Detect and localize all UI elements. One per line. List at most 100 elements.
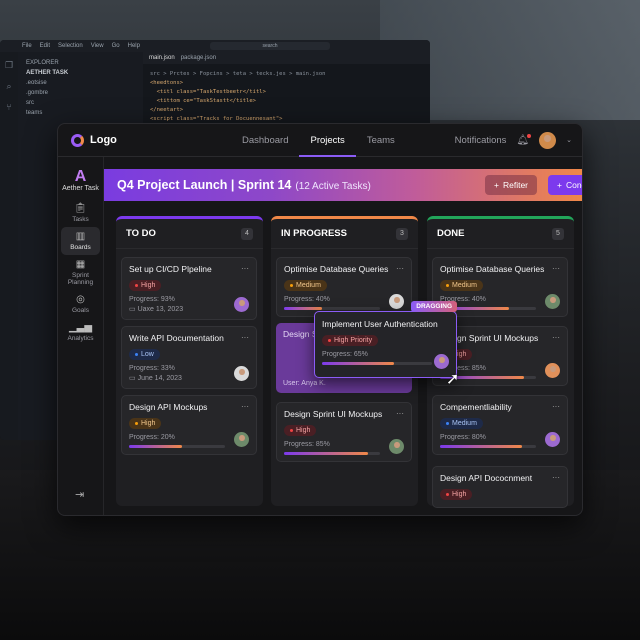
tab-main-json[interactable]: main.json (149, 55, 175, 61)
more-options-icon[interactable]: ··· (396, 264, 404, 273)
sidebar-item-analytics[interactable]: ▁▃▅ Analytics (61, 318, 100, 346)
sidebar-item-sprint-planning[interactable]: ▦ Sprint Planning (61, 255, 100, 290)
clipboard-icon: 📋︎ (74, 203, 87, 214)
target-icon: ◎ (76, 294, 85, 305)
logo[interactable]: Logo (71, 133, 117, 147)
more-options-icon[interactable]: ··· (241, 333, 249, 342)
progress-bar (284, 307, 380, 310)
tab-package-json[interactable]: package.json (180, 55, 217, 61)
column-title: IN PROGRESS (281, 228, 347, 239)
task-card[interactable]: Optimise Database Queries ··· Medium Progr… (276, 257, 412, 317)
progress-text: Progress: 85% (440, 365, 486, 372)
progress-fill (440, 307, 510, 310)
priority-badge: Medium (284, 280, 327, 291)
notifications-link[interactable]: Notifications (454, 134, 507, 146)
sidebar-item-label: Sprint Planning (67, 272, 94, 286)
avatar (389, 294, 404, 309)
more-options-icon[interactable]: ··· (552, 473, 560, 482)
avatar (545, 294, 560, 309)
column-header: TO DO 4 (116, 219, 263, 249)
sidebar-item-goals[interactable]: ◎ Goals (61, 290, 100, 318)
folder-item[interactable]: src (26, 100, 34, 106)
progress-text: Progress: 33% (129, 365, 175, 372)
code-line: <heedtons> (150, 80, 184, 86)
priority-badge: High (284, 425, 317, 436)
progress-bar (440, 307, 536, 310)
progress-fill (129, 445, 182, 448)
sidebar-item-boards[interactable]: ▥ Boards (61, 227, 100, 255)
task-card[interactable]: Design API Mockups ··· High Progress: 20% (121, 395, 257, 455)
more-options-icon[interactable]: ··· (552, 264, 560, 273)
avatar (545, 432, 560, 447)
progress-fill (440, 445, 522, 448)
code-area[interactable]: src > Prctes > Fopcins > teta > tecks.je… (150, 70, 430, 124)
folder-item[interactable]: teams (26, 110, 43, 116)
folder-item[interactable]: .eotsise (26, 80, 47, 86)
progress-text: Progress: 20% (129, 434, 175, 441)
card-title: Set up CI/CD Plpeline (129, 264, 212, 274)
sidebar-item-label: Analytics (67, 335, 94, 342)
nav-projects[interactable]: Projects (299, 124, 356, 157)
menu-view[interactable]: View (90, 43, 104, 49)
user-avatar[interactable] (539, 131, 557, 149)
menu-file[interactable]: File (22, 43, 32, 49)
progress-bar (284, 452, 380, 455)
source-control-icon[interactable]: ⑂ (6, 102, 12, 112)
task-card[interactable]: Design API Dococnment ··· High (432, 466, 568, 508)
progress-bar (129, 445, 225, 448)
priority-badge: High Priority (322, 335, 379, 346)
add-label: Condward (565, 180, 582, 190)
files-icon[interactable]: ❐ (4, 60, 14, 70)
search-icon[interactable]: ⌕ (6, 81, 12, 91)
task-card[interactable]: Set up CI/CD Plpeline ··· High Progress: 9… (121, 257, 257, 320)
avatar (434, 354, 449, 369)
notification-dot (527, 133, 532, 138)
menu-go[interactable]: Go (111, 43, 120, 49)
nav-dashboard[interactable]: Dashboard (242, 134, 289, 146)
more-options-icon[interactable]: ··· (396, 409, 404, 418)
more-options-icon[interactable]: ··· (552, 402, 560, 411)
task-card[interactable]: Write API Documentation ··· Low Progress: … (121, 326, 257, 389)
task-card[interactable]: Compementliability ··· Medium Progress: 80… (432, 395, 568, 455)
progress-text: Progress: 85% (284, 441, 330, 448)
bell-icon[interactable]: 🔔︎ (516, 133, 532, 146)
avatar (389, 439, 404, 454)
dragging-tag: DRAGGING (411, 301, 457, 312)
nav-teams[interactable]: Teams (366, 134, 395, 146)
due-date-text: June 14, 2023 (137, 375, 182, 382)
menu-help[interactable]: Help (127, 43, 140, 49)
menu-edit[interactable]: Edit (39, 43, 51, 49)
sidebar-item-tasks[interactable]: 📋︎ Tasks (61, 199, 100, 227)
chevron-down-icon[interactable]: ⌄ (566, 137, 572, 144)
column-title: DONE (437, 228, 465, 239)
brand-logo-icon: A (74, 168, 87, 185)
more-options-icon[interactable]: ··· (552, 333, 560, 342)
add-button[interactable]: +Condward (548, 175, 582, 195)
card-title: Design API Dococnment (440, 473, 533, 483)
more-options-icon[interactable]: ··· (241, 402, 249, 411)
editor-search[interactable]: search (210, 42, 330, 50)
more-options-icon[interactable]: ··· (241, 264, 249, 273)
priority-badge: High (129, 280, 162, 291)
page-title: Q4 Project Launch | Sprint 14 (12 Active … (117, 178, 371, 192)
dragging-card[interactable]: DRAGGING Implement User Authentication H… (314, 301, 457, 378)
progress-bar (322, 362, 432, 365)
due-date: ▭ June 14, 2023 (129, 375, 182, 382)
menu-selection[interactable]: Selection (58, 43, 83, 49)
avatar (234, 366, 249, 381)
sidebar: A Aether Task 📋︎ Tasks ▥ Boards ▦ Sprint Pla… (58, 157, 104, 515)
folder-item[interactable]: .gombre (26, 90, 49, 96)
task-card[interactable]: Design Sprint UI Mockups ··· High Progress… (276, 402, 412, 462)
column-count: 3 (396, 227, 408, 240)
card-title: Optimise Database Queries (284, 264, 389, 274)
card-title: Design Sprint UI Mockups (284, 409, 383, 419)
filter-button[interactable]: + Refiter (485, 175, 538, 195)
avatar (234, 297, 249, 312)
card-title: Design API Mockups (129, 402, 208, 412)
project-folder[interactable]: AETHER TASK (26, 70, 69, 76)
logout-icon[interactable]: ⇥ (75, 489, 85, 501)
code-line: <titl class="TaskTestbeetr</titl> (150, 89, 266, 95)
placeholder-title: Design S (283, 329, 318, 339)
card-title: Design Sprint UI Mockups (440, 333, 539, 343)
explorer-title: EXPLORER (26, 60, 59, 66)
